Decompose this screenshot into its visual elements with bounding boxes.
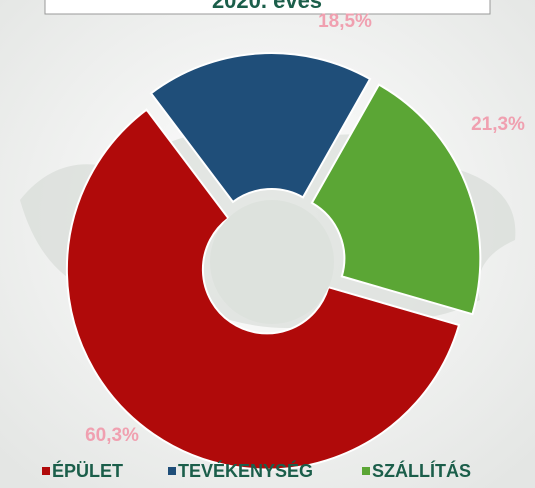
legend-swatch [42,467,50,475]
slice [65,108,461,471]
value-label: 21,3% [471,114,525,135]
title-box [44,0,491,15]
legend-swatch [168,467,176,475]
legend: ÉPÜLET TEVÉKENYSÉG SZÁLLÍTÁS [42,460,471,481]
donut-hole [210,200,334,324]
chart-title: 2020. évés [212,0,322,13]
slice [310,83,482,316]
donut [65,52,482,471]
legend-label: TEVÉKENYSÉG [178,460,313,481]
legend-swatch [362,467,370,475]
value-label: 60,3% [85,425,139,446]
legend-label: SZÁLLÍTÁS [372,460,471,481]
legend-label: ÉPÜLET [52,460,123,481]
value-label: 18,5% [318,11,372,32]
slice [149,52,372,204]
